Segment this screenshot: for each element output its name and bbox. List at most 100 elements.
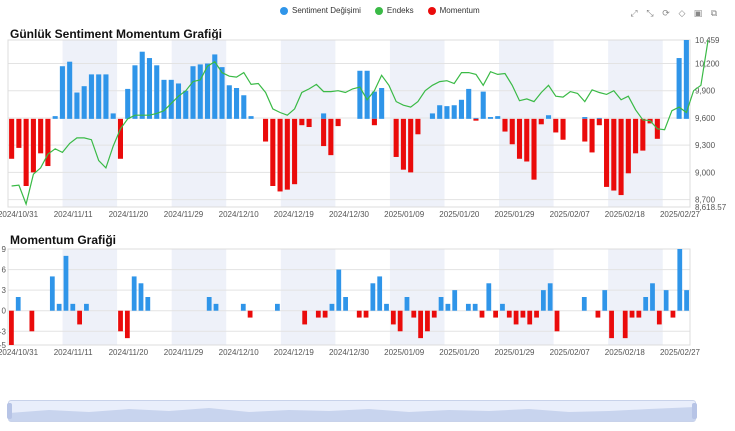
restore-icon[interactable]: ⟳ [662, 8, 670, 18]
bar-momentum-delta [131, 276, 137, 311]
bar-momentum [502, 118, 508, 132]
bar-sentiment [132, 65, 138, 119]
legend-item-endeks[interactable]: Endeks [374, 6, 414, 15]
x-tick-label: 2024/12/10 [219, 210, 260, 219]
bar-momentum [328, 118, 334, 156]
legend-item-sentiment[interactable]: Sentiment Değişimi [280, 6, 361, 15]
bar-momentum-delta [370, 283, 376, 311]
bar-momentum-delta [670, 310, 676, 318]
bar-sentiment [371, 91, 377, 119]
x-tick-label: 2024/10/31 [0, 210, 39, 219]
bar-momentum [560, 118, 566, 140]
bar-momentum-delta [384, 303, 389, 311]
bar-sentiment [67, 61, 73, 119]
bar-momentum-delta [554, 310, 560, 332]
fullscreen-icon[interactable]: ⧉ [710, 8, 718, 18]
bar-momentum [538, 118, 544, 125]
bar-sentiment [190, 66, 196, 119]
legend-label: Sentiment Değişimi [292, 6, 361, 15]
bar-sentiment [226, 85, 232, 119]
bar-momentum-delta [411, 310, 417, 318]
bar-momentum-delta [213, 303, 219, 311]
toolbox: ⤢ ⤡ ⟳ ◇ ▣ ⧉ [629, 8, 719, 18]
bar-sentiment [59, 66, 65, 119]
bar-momentum-delta [581, 297, 587, 311]
y-tick-label: 9,300 [695, 141, 716, 150]
slider-handle-start[interactable] [7, 403, 12, 419]
x-tick-label: 2025/01/20 [439, 348, 480, 357]
bar-sentiment [473, 117, 479, 119]
bar-momentum-delta [500, 303, 505, 311]
bar-momentum [408, 118, 414, 173]
bar-sentiment [582, 117, 588, 119]
x-tick-label: 2025/02/27 [660, 348, 701, 357]
zoom-icon[interactable]: ⤢ [630, 8, 638, 18]
bar-momentum-delta [29, 310, 35, 332]
bar-momentum-delta [486, 283, 492, 311]
bar-momentum [596, 118, 602, 126]
bar-sentiment [110, 113, 116, 119]
bar-momentum [371, 118, 377, 126]
bar-momentum [45, 118, 51, 167]
x-tick-label: 2025/02/18 [605, 348, 646, 357]
bar-momentum-delta [431, 310, 437, 318]
bar-momentum-delta [513, 310, 519, 325]
bar-sentiment [241, 95, 247, 119]
bar-momentum-delta [302, 310, 308, 325]
x-tick-label: 2024/10/31 [0, 348, 39, 357]
bar-momentum-delta [397, 310, 403, 332]
save-image-icon[interactable]: ▣ [693, 8, 703, 18]
bar-momentum [604, 118, 610, 187]
bar-sentiment [74, 92, 80, 119]
band-shade [280, 249, 336, 345]
bar-momentum-delta [275, 303, 280, 311]
bar-momentum-delta [247, 310, 253, 318]
bar-momentum-delta [445, 303, 451, 311]
x-tick-label: 2024/12/30 [329, 210, 370, 219]
bar-momentum [589, 118, 595, 153]
bar-momentum [270, 118, 276, 187]
zoom-reset-icon[interactable]: ⤡ [646, 8, 654, 18]
legend-dot-icon [280, 6, 288, 15]
x-tick-label: 2025/01/29 [494, 210, 535, 219]
legend-dot-icon [427, 6, 436, 15]
bar-momentum-delta [472, 303, 478, 311]
bar-momentum-delta [124, 310, 130, 339]
y-tick-label: -3 [0, 327, 7, 336]
bar-momentum-delta [656, 310, 662, 325]
bar-momentum-delta [329, 303, 335, 311]
legend-item-momentum[interactable]: Momentum [427, 6, 480, 15]
line-endeks [11, 39, 709, 207]
bar-momentum-delta [77, 310, 82, 325]
bar-momentum [299, 118, 305, 126]
bar-momentum-delta [452, 290, 458, 311]
x-tick-label: 2025/01/20 [439, 210, 480, 219]
legend-label: Endeks [386, 6, 414, 15]
bar-momentum [625, 118, 631, 174]
bar-sentiment [437, 105, 443, 119]
bar-sentiment [81, 86, 87, 119]
x-tick-label: 2024/12/30 [329, 348, 370, 357]
bar-momentum-delta [145, 297, 151, 311]
slider-handle-end[interactable] [692, 403, 697, 419]
data-view-icon[interactable]: ◇ [678, 8, 686, 18]
bar-momentum [38, 118, 44, 154]
x-tick-label: 2024/12/10 [219, 348, 260, 357]
x-tick-label: 2025/02/07 [550, 348, 591, 357]
datazoom-slider[interactable] [7, 400, 697, 422]
x-tick-label: 2024/11/20 [109, 348, 149, 357]
bar-sentiment [451, 105, 457, 119]
bar-momentum-delta [425, 310, 430, 332]
bar-momentum-delta [520, 310, 526, 318]
bar-sentiment [234, 88, 240, 119]
bar-momentum-delta [138, 283, 144, 311]
x-tick-label: 2025/01/29 [494, 348, 535, 357]
bar-momentum-delta [322, 310, 328, 318]
x-tick-label: 2024/12/19 [274, 210, 315, 219]
bar-sentiment [480, 91, 486, 119]
bar-momentum [284, 118, 290, 190]
bar-momentum-delta [315, 310, 321, 318]
x-tick-label: 2024/11/11 [54, 210, 93, 219]
